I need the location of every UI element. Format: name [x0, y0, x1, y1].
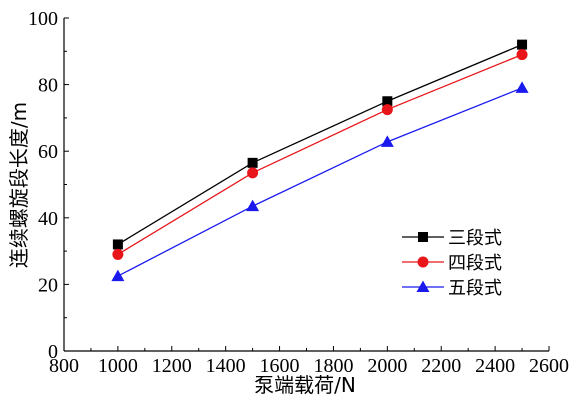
- x-tick-label: 2600: [529, 355, 569, 377]
- data-point: [247, 167, 259, 179]
- series-line: [117, 54, 523, 255]
- series-3: [111, 81, 529, 282]
- data-point: [246, 199, 260, 212]
- y-tick-label: 0: [48, 341, 58, 363]
- x-tick-label: 800: [49, 355, 79, 377]
- y-tick-label: 80: [38, 75, 58, 97]
- legend-item-2: 四段式: [402, 253, 502, 274]
- x-tick-label: 2000: [367, 355, 407, 377]
- legend-marker: [417, 256, 429, 268]
- data-point: [382, 96, 393, 107]
- x-tick-label: 1200: [152, 355, 192, 377]
- x-axis-ticks: 800 1000 1200 1400 1600 1800 2000 2200 2400 2600: [49, 346, 569, 377]
- legend-label: 三段式: [448, 228, 502, 249]
- series-line: [117, 87, 523, 277]
- y-axis-title: 连续螺旋段长度/m: [7, 102, 31, 268]
- y-tick-label: 60: [38, 141, 58, 163]
- data-point: [112, 239, 123, 250]
- y-tick-label: 100: [28, 8, 58, 30]
- data-point: [112, 248, 124, 260]
- data-point: [111, 269, 125, 282]
- data-point: [517, 39, 528, 50]
- legend-marker: [416, 280, 430, 292]
- x-tick-label: 2200: [421, 355, 461, 377]
- data-point: [247, 157, 258, 168]
- series-line: [117, 44, 523, 245]
- data-point: [515, 81, 529, 93]
- legend-label: 五段式: [448, 278, 502, 299]
- y-tick-label: 20: [38, 274, 58, 296]
- x-axis-title: 泵端载荷/N: [254, 373, 356, 397]
- legend-marker: [418, 232, 428, 242]
- legend-item-1: 三段式: [402, 228, 502, 249]
- y-tick-label: 40: [38, 208, 58, 230]
- legend-item-3: 五段式: [402, 278, 502, 299]
- series-1: [112, 39, 528, 250]
- y-axis-ticks: 0 20 40 60 80 100: [28, 8, 69, 363]
- x-tick-label: 1800: [313, 355, 353, 377]
- x-tick-label: 1600: [260, 355, 300, 377]
- series-2: [112, 49, 528, 260]
- legend-label: 四段式: [448, 253, 502, 274]
- data-point: [380, 135, 394, 147]
- data-point: [381, 104, 393, 116]
- x-tick-label: 1400: [206, 355, 246, 377]
- x-tick-label: 1000: [98, 355, 138, 377]
- axes: [63, 18, 549, 352]
- series-layer: [111, 39, 529, 282]
- data-point: [516, 49, 528, 61]
- x-tick-label: 2400: [475, 355, 515, 377]
